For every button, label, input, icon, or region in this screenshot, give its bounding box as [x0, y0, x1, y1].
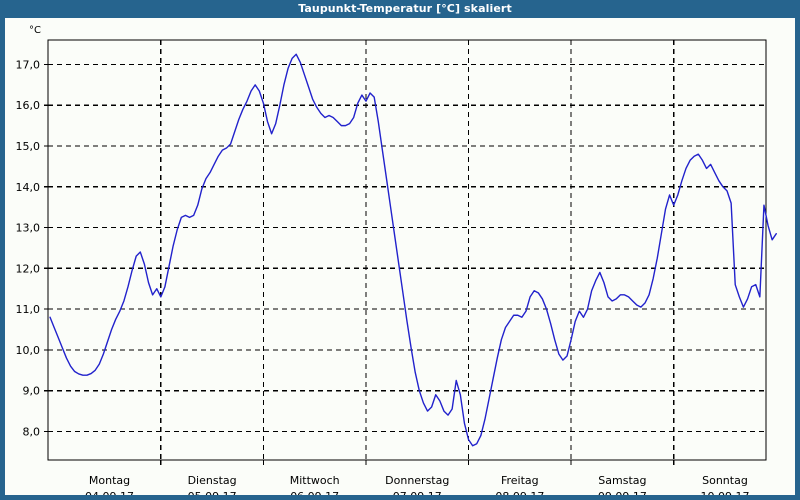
chart-canvas: °C 17,0 16,0 15,0 14,0 13,0 12,0 11,0 10,0 9,0 8,…: [5, 18, 795, 500]
x-axis-tick-labels: Montag 04.09.17 Dienstag 05.09.17 Mittwoch 06…: [85, 474, 749, 500]
y-axis-tick-label: 16,0: [16, 99, 41, 112]
window-title-bar: Taupunkt-Temperatur [°C] skaliert: [5, 0, 795, 18]
x-axis-day-label: Mittwoch: [290, 474, 340, 487]
y-axis-unit-label: °C: [29, 25, 41, 36]
data-series-line: [49, 53, 777, 447]
x-axis-day-label: Dienstag: [188, 474, 237, 487]
y-axis-tick-label: 9,0: [23, 385, 41, 398]
line-chart: °C 17,0 16,0 15,0 14,0 13,0 12,0 11,0 10,0 9,0 8,…: [16, 25, 777, 500]
page-title: Taupunkt-Temperatur [°C] skaliert: [298, 2, 512, 15]
x-axis-date-label: 10.09.17: [700, 490, 749, 500]
plot-frame: [47, 39, 767, 461]
x-axis-date-label: 06.09.17: [290, 490, 339, 500]
x-axis-date-label: 05.09.17: [188, 490, 237, 500]
y-axis-tick-label: 17,0: [16, 58, 41, 71]
y-axis-tick-labels: 17,0 16,0 15,0 14,0 13,0 12,0 11,0 10,0 9,0 8,0: [16, 58, 41, 438]
plot-border: [47, 39, 767, 461]
y-axis-tick-label: 12,0: [16, 262, 41, 275]
x-axis-date-label: 08.09.17: [495, 490, 544, 500]
x-axis-day-label: Donnerstag: [385, 474, 449, 487]
y-axis-unit-group: °C: [29, 25, 41, 36]
y-axis-tick-label: 11,0: [16, 303, 41, 316]
y-axis-tick-label: 14,0: [16, 181, 41, 194]
x-axis-day-label: Sonntag: [702, 474, 748, 487]
x-axis-day-label: Samstag: [598, 474, 646, 487]
x-axis-day-label: Freitag: [501, 474, 539, 487]
x-axis-ticks: [160, 460, 675, 465]
series-line-taupunkt: [49, 53, 777, 447]
x-axis-date-label: 09.09.17: [598, 490, 647, 500]
y-axis-tick-label: 8,0: [23, 425, 41, 438]
x-axis-day-label: Montag: [89, 474, 130, 487]
x-axis-date-label: 07.09.17: [393, 490, 442, 500]
horizontal-gridlines: [44, 63, 766, 433]
y-axis-tick-label: 10,0: [16, 344, 41, 357]
vertical-gridlines: [160, 40, 675, 460]
y-axis-tick-label: 15,0: [16, 140, 41, 153]
y-axis-tick-label: 13,0: [16, 222, 41, 235]
x-axis-date-label: 04.09.17: [85, 490, 134, 500]
